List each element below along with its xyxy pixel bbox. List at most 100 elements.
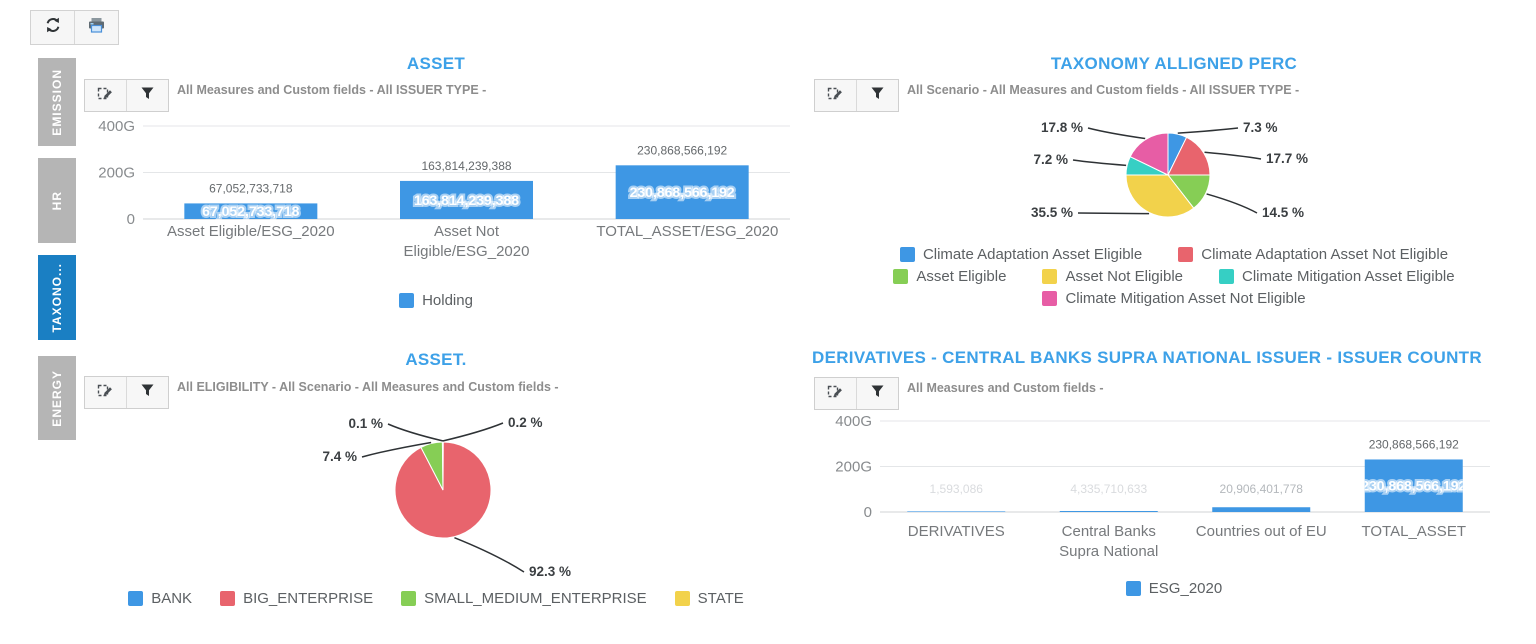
legend-item[interactable]: Asset Not Eligible	[1042, 268, 1183, 285]
x-axis-labels: DERIVATIVES Central Banks Supra National C…	[880, 522, 1490, 562]
legend-label: Climate Adaptation Asset Eligible	[922, 246, 1143, 263]
legend-item[interactable]: SMALL_MEDIUM_ENTERPRISE	[401, 590, 647, 607]
app-toolbar	[30, 10, 119, 45]
printer-icon	[87, 17, 106, 39]
legend-label: Asset Eligible	[916, 268, 1007, 285]
bar-value-label: 4,335,710,633	[1070, 482, 1147, 496]
pie-slice[interactable]	[441, 441, 444, 491]
y-axis-tick-label: 0	[864, 504, 872, 521]
pie-percentage-label: 0.1 %	[348, 416, 383, 431]
legend-item[interactable]: Climate Mitigation Asset Not Eligible	[1042, 290, 1306, 307]
chart-subtitle: All Scenario - All Measures and Custom f…	[907, 83, 1300, 97]
y-axis-tick-label: 400G	[98, 118, 135, 135]
pie-slice[interactable]	[1129, 132, 1169, 176]
edit-chart-icon	[97, 85, 114, 107]
pie-label-leader-line	[1177, 127, 1239, 134]
bar-value-label: 1,593,086	[930, 482, 984, 496]
pie-label-leader-line	[454, 536, 525, 573]
x-axis-category-label: TOTAL_ASSET/ESG_2020	[596, 223, 779, 240]
edit-chart-button[interactable]	[815, 378, 857, 409]
bar[interactable]	[1364, 459, 1463, 512]
y-axis-tick-label: 200G	[98, 165, 135, 182]
edit-chart-icon	[97, 382, 114, 404]
legend-item[interactable]: BIG_ENTERPRISE	[220, 590, 373, 607]
chart-toolbar	[84, 79, 169, 112]
filter-button[interactable]	[857, 378, 898, 409]
legend-item[interactable]: ESG_2020	[1125, 580, 1222, 597]
legend-item[interactable]: Asset Eligible	[893, 268, 1006, 285]
chart-subtitle: All Measures and Custom fields - All ISS…	[177, 83, 487, 97]
bar[interactable]	[400, 180, 533, 219]
chart-title: ASSET	[406, 54, 466, 73]
edit-chart-icon	[827, 85, 844, 107]
legend-item[interactable]: Climate Adaptation Asset Eligible	[899, 246, 1143, 263]
sidebar-tab-hr[interactable]: HR	[38, 158, 76, 243]
panel-derivatives: DERIVATIVES - CENTRAL BANKS SUPRA NATION…	[812, 346, 1536, 626]
y-axis-tick-label: 400G	[835, 413, 872, 430]
legend-item[interactable]: Climate Mitigation Asset Eligible	[1219, 268, 1455, 285]
legend-item[interactable]: STATE	[674, 590, 744, 607]
sidebar-tab-emission[interactable]: EMISSION	[38, 58, 76, 146]
pie-percentage-label: 7.3 %	[1243, 120, 1278, 135]
refresh-button[interactable]	[31, 11, 75, 44]
pie-percentage-label: 14.5 %	[1262, 205, 1304, 220]
panel-asset: ASSET All Measures and Custom fields - A…	[80, 50, 792, 326]
refresh-icon	[44, 16, 62, 39]
sidebar-tab-energy[interactable]: ENERGY	[38, 356, 76, 440]
bar-chart: 0 200G 400G 67,052,733,718 67,052,733,718 163…	[98, 118, 790, 228]
filter-button[interactable]	[127, 377, 168, 408]
pie-chart: 7.3 % 17.7 % 14.5 % 35.5 % 7.2 % 17.8 %	[1031, 120, 1308, 220]
x-axis-labels: Asset Eligible/ESG_2020 Asset Not Eligibl…	[143, 222, 790, 262]
legend-item[interactable]: Climate Adaptation Asset Not Eligible	[1178, 246, 1448, 263]
bar-inner-value-label: 67,052,733,718	[202, 203, 300, 219]
legend-swatch	[893, 269, 909, 284]
bar-value-label: 163,814,239,388	[421, 159, 511, 173]
chart-legend: Holding	[80, 292, 792, 309]
bar-value-label: 230,868,566,192	[637, 143, 727, 157]
edit-chart-button[interactable]	[85, 377, 127, 408]
legend-label: SMALL_MEDIUM_ENTERPRISE	[424, 590, 647, 607]
sidebar-tab-label: TAXONO...	[50, 262, 64, 333]
bar-inner-value-label: 163,814,239,388	[414, 192, 519, 208]
print-button[interactable]	[75, 11, 118, 44]
legend-item[interactable]: Holding	[399, 292, 473, 309]
bar-chart: 0 200G 400G 1,593,086 4,335,710,633 20,906,40…	[835, 413, 1490, 521]
bar[interactable]	[1212, 507, 1311, 512]
bar[interactable]	[184, 203, 318, 219]
edit-chart-button[interactable]	[85, 80, 127, 111]
edit-chart-button[interactable]	[815, 80, 857, 111]
chart-legend: BANK BIG_ENTERPRISE SMALL_MEDIUM_ENTERPRIS…	[80, 590, 792, 607]
pie-label-leader-line	[1072, 159, 1127, 167]
pie-label-leader-line	[442, 422, 504, 442]
bar[interactable]	[1059, 511, 1158, 512]
chart-legend: Climate Adaptation Asset Eligible Climate…	[849, 246, 1499, 307]
chart-subtitle: All Measures and Custom fields -	[907, 381, 1104, 395]
legend-item[interactable]: BANK	[128, 590, 192, 607]
chart-toolbar	[814, 79, 899, 112]
chart-legend: ESG_2020	[812, 580, 1536, 597]
chart-title: DERIVATIVES - CENTRAL BANKS SUPRA NATION…	[812, 348, 1482, 367]
sidebar-tab-taxono[interactable]: TAXONO...	[38, 255, 76, 340]
chart-title: ASSET.	[405, 350, 467, 369]
filter-icon	[140, 383, 155, 403]
bar-inner-value-label: 230,868,566,192	[1361, 478, 1466, 494]
filter-button[interactable]	[127, 80, 168, 111]
pie-label-leader-line	[1204, 151, 1262, 160]
legend-swatch	[220, 591, 236, 606]
filter-button[interactable]	[857, 80, 898, 111]
pie-slice[interactable]	[1125, 174, 1195, 218]
legend-label: BIG_ENTERPRISE	[243, 590, 374, 607]
sidebar-tab-label: EMISSION	[50, 68, 64, 136]
bar[interactable]	[615, 165, 749, 219]
legend-label: BANK	[151, 590, 193, 607]
legend-swatch	[1042, 269, 1058, 284]
pie-slice[interactable]	[1167, 136, 1211, 176]
chart-title: TAXONOMY ALLIGNED PERC	[1050, 54, 1298, 73]
x-axis-category-label: TOTAL_ASSET	[1361, 523, 1466, 540]
edit-chart-icon	[827, 383, 844, 405]
legend-label: STATE	[697, 590, 744, 607]
bar[interactable]	[907, 511, 1006, 512]
legend-swatch	[1125, 581, 1141, 596]
legend-label: Climate Adaptation Asset Not Eligible	[1201, 246, 1449, 263]
pie-percentage-label: 35.5 %	[1031, 205, 1073, 220]
